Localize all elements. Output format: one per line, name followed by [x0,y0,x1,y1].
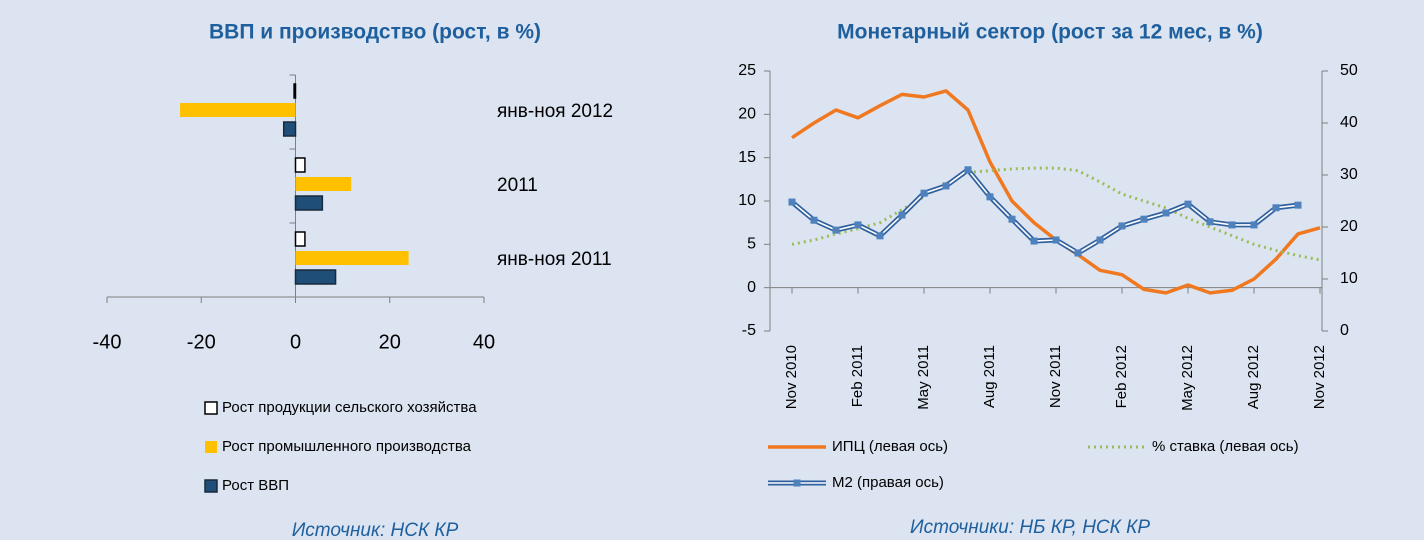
x-tick-label: 20 [379,331,401,353]
legend-swatch [204,479,218,493]
x-tick-label: Feb 2011 [849,345,866,407]
marker [1074,249,1082,257]
y2-tick-label: 10 [1340,270,1358,287]
bar [282,121,297,137]
x-tick-label: Aug 2012 [1245,345,1262,409]
marker [854,221,862,229]
marker [920,189,928,197]
legend-label: М2 (правая ось) [832,474,944,491]
x-tick-label: Nov 2011 [1047,345,1064,408]
y2-tick-label: 40 [1340,114,1358,131]
x-tick-label: Nov 2010 [783,345,800,409]
chart-title: ВВП и производство (рост, в %) [209,21,541,44]
bar [294,231,306,247]
marker [964,166,972,174]
marker [1052,236,1060,244]
bar [294,157,306,173]
y-tick-label: 10 [738,192,756,209]
marker [876,232,884,240]
bar [295,251,409,265]
marker [788,198,796,206]
bar [293,83,297,99]
legend-label: Рост продукции сельского хозяйства [222,399,477,416]
source-note: Источник: НСК КР [292,520,459,540]
marker [1030,237,1038,245]
marker [1162,209,1170,217]
chart-title: Монетарный сектор (рост за 12 мес, в %) [837,21,1263,44]
x-tick-label: May 2012 [1179,345,1196,411]
legend-label: Рост ВВП [222,477,289,494]
marker [1140,215,1148,223]
marker [1008,215,1016,223]
bar [294,269,337,285]
y2-tick-label: 50 [1340,62,1358,79]
y-tick-label: 25 [738,62,756,79]
marker [1250,221,1258,229]
legend-label: % ставка (левая ось) [1152,438,1299,455]
x-tick-label: May 2011 [915,345,932,410]
line-series-inner [791,169,1299,254]
category-label: янв-ноя 2011 [497,249,612,270]
marker [1206,218,1214,226]
x-tick-label: 0 [290,331,301,353]
y-tick-label: 15 [738,149,756,166]
marker [986,193,994,201]
y-tick-label: 5 [747,236,756,253]
source-note: Источники: НБ КР, НСК КР [910,517,1150,538]
x-tick-label: Nov 2012 [1311,345,1328,409]
marker [942,182,950,190]
legend-label: ИПЦ (левая ось) [832,438,948,455]
bar [294,195,324,211]
marker [810,216,818,224]
marker [1096,236,1104,244]
marker [832,226,840,234]
category-label: янв-ноя 2012 [497,101,613,122]
bar [295,177,352,191]
y-tick-label: 0 [747,279,756,296]
legend-swatch [204,401,218,415]
x-tick-label: -40 [93,331,122,353]
x-tick-label: Feb 2012 [1113,345,1130,408]
y-tick-label: 20 [738,106,756,123]
bar [180,103,296,117]
marker [1272,204,1280,212]
line-series [791,166,1321,262]
y2-tick-label: 20 [1340,218,1358,235]
legend-marker [793,479,801,487]
marker [898,211,906,219]
x-tick-label: 40 [473,331,495,353]
y2-tick-label: 30 [1340,166,1358,183]
y2-tick-label: 0 [1340,322,1349,339]
x-tick-label: Aug 2011 [981,345,998,408]
marker [1184,200,1192,208]
marker [1118,222,1126,230]
marker [1294,201,1302,209]
legend-label: Рост промышленного производства [222,438,472,455]
x-tick-label: -20 [187,331,216,353]
marker [1228,221,1236,229]
legend-swatch [205,441,217,453]
y-tick-label: -5 [742,322,756,339]
category-label: 2011 [497,175,538,196]
